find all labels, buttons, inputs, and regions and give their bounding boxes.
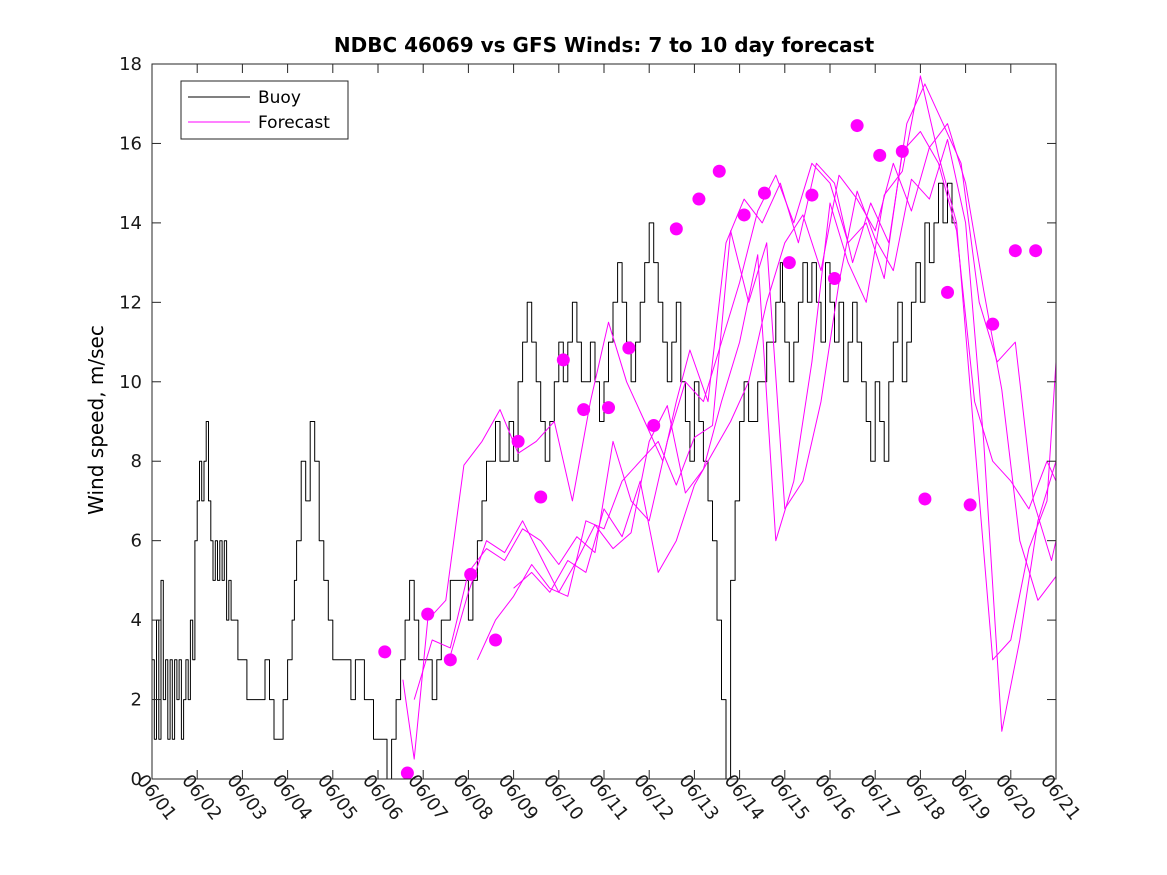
legend-buoy-label: Buoy	[258, 88, 301, 108]
forecast-marker	[577, 403, 591, 417]
buoy-series-line	[152, 182, 957, 780]
forecast-marker	[895, 144, 909, 158]
forecast-marker	[986, 317, 1000, 331]
chart-title: NDBC 46069 vs GFS Winds: 7 to 10 day for…	[334, 33, 875, 57]
forecast-marker	[400, 766, 414, 780]
y-tick-label: 8	[131, 451, 142, 472]
y-tick-label: 16	[119, 133, 142, 154]
forecast-marker	[941, 285, 955, 299]
forecast-marker	[622, 341, 636, 355]
y-tick-label: 18	[119, 54, 142, 75]
series-layer	[152, 75, 1057, 780]
forecast-marker	[489, 633, 503, 647]
forecast-series-line	[413, 131, 1057, 700]
forecast-marker	[805, 188, 819, 202]
forecast-marker	[378, 645, 392, 659]
marker-layer	[378, 119, 1043, 780]
forecast-series-line	[513, 123, 1057, 601]
forecast-marker	[757, 186, 771, 200]
y-tick-label: 0	[131, 769, 142, 790]
forecast-series-line	[476, 139, 1057, 732]
forecast-marker	[443, 653, 457, 667]
forecast-marker	[873, 148, 887, 162]
legend: Buoy Forecast	[180, 80, 349, 140]
forecast-marker	[963, 498, 977, 512]
forecast-marker	[712, 164, 726, 178]
y-tick-label: 6	[131, 531, 142, 552]
forecast-marker	[828, 272, 842, 285]
forecast-series-line	[449, 75, 1057, 661]
forecast-marker	[669, 222, 683, 236]
forecast-marker	[464, 567, 478, 581]
forecast-marker	[782, 256, 796, 270]
forecast-marker	[918, 492, 932, 506]
y-axis-label: Wind speed, m/sec	[84, 325, 108, 515]
forecast-marker	[534, 490, 548, 504]
y-tick-label: 10	[119, 372, 142, 393]
forecast-marker	[1008, 244, 1022, 258]
y-tick-label: 2	[131, 690, 142, 711]
forecast-marker	[421, 607, 435, 621]
y-tick-label: 4	[131, 610, 142, 631]
y-axis: 0 2 4 6 8 10 12 14 16 18	[119, 54, 1056, 790]
forecast-marker	[602, 401, 616, 415]
forecast-marker	[556, 353, 570, 367]
forecast-marker	[692, 192, 706, 206]
forecast-marker	[511, 434, 525, 448]
legend-forecast-label: Forecast	[258, 113, 330, 133]
forecast-marker	[737, 208, 751, 222]
forecast-marker	[647, 418, 661, 432]
y-tick-label: 12	[119, 292, 142, 313]
legend-box	[180, 80, 349, 140]
y-tick-label: 14	[119, 213, 142, 234]
forecast-marker	[850, 119, 864, 133]
forecast-marker	[1029, 244, 1043, 258]
